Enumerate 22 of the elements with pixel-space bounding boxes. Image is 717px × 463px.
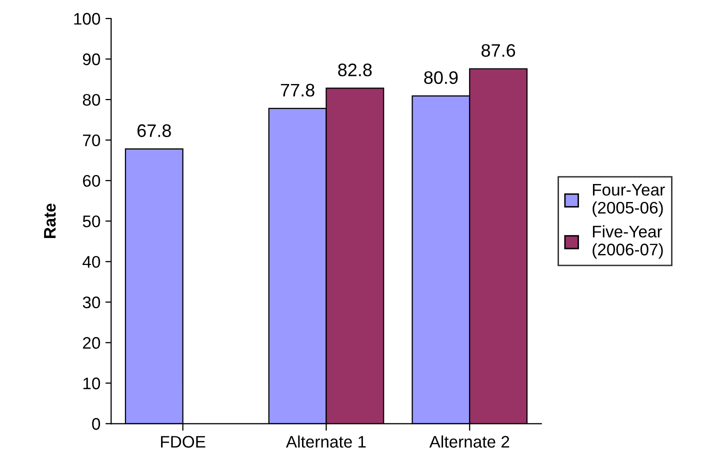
data-label: 80.9	[424, 71, 458, 84]
x-tick-label: Alternate 2	[429, 435, 510, 448]
y-axis-title: Rate	[44, 204, 56, 238]
data-label: 67.8	[138, 124, 171, 138]
y-tick-label: 40	[82, 256, 100, 268]
data-label: 77.8	[280, 84, 314, 97]
legend-label: Five-Year (2006-07)	[592, 225, 663, 259]
y-tick-label: 90	[82, 53, 100, 66]
legend-label: Four-Year (2005-06)	[592, 184, 665, 217]
y-tick-label: 60	[83, 174, 100, 187]
data-label: 82.8	[338, 64, 372, 76]
data-label: 87.6	[482, 44, 516, 57]
y-tick-label: 80	[82, 94, 100, 106]
y-tick-label: 50	[82, 215, 100, 228]
y-tick-label: 30	[82, 296, 100, 308]
x-tick-label: FDOE	[161, 436, 206, 448]
y-tick-label: 70	[83, 134, 100, 146]
x-tick-label: Alternate 1	[286, 435, 366, 448]
y-tick-label: 20	[83, 337, 100, 349]
y-tick-label: 100	[74, 12, 100, 25]
y-tick-label: 10	[83, 378, 100, 390]
y-tick-label: 0	[92, 418, 100, 430]
